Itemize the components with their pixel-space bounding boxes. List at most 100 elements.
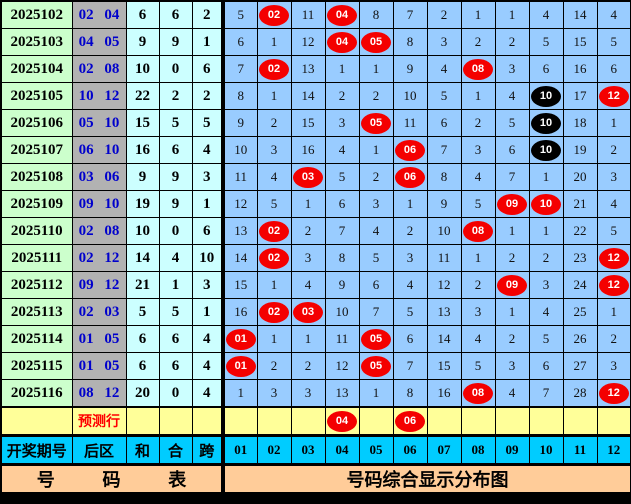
span-cell: 4 xyxy=(191,352,224,380)
number-cell: 12 xyxy=(596,271,631,299)
data-row: 2025110 02 08 10 0 6 13 02 2 7 4 2 10 08 1 1 22 5 xyxy=(0,217,631,245)
number-cell: 5 xyxy=(460,352,496,380)
number-cell: 08 xyxy=(460,379,496,408)
tail-cell: 4 xyxy=(158,244,193,272)
number-cell: 02 xyxy=(256,0,292,29)
back-zone-cell: 04 05 xyxy=(71,28,127,56)
red-hit-ball: 09 xyxy=(497,274,527,296)
header-period: 开奖期号 xyxy=(0,434,73,466)
number-cell: 1 xyxy=(256,82,292,110)
number-cell: 16 xyxy=(290,136,326,164)
number-cell: 20 xyxy=(562,163,598,191)
prediction-empty-cell xyxy=(191,406,224,436)
sum-cell: 20 xyxy=(125,379,160,408)
number-cell: 3 xyxy=(324,109,360,137)
number-cell: 5 xyxy=(256,190,292,218)
number-cell: 6 xyxy=(426,109,462,137)
number-cell: 4 xyxy=(460,163,496,191)
number-cell: 12 xyxy=(221,190,258,218)
number-cell: 1 xyxy=(358,379,394,408)
prediction-number-cell xyxy=(596,406,631,436)
tail-cell: 9 xyxy=(158,190,193,218)
number-cell: 10 xyxy=(324,298,360,326)
number-cell: 18 xyxy=(562,109,598,137)
red-hit-ball: 12 xyxy=(598,382,629,404)
number-cell: 1 xyxy=(494,298,530,326)
tail-cell: 6 xyxy=(158,325,193,353)
prediction-empty-cell xyxy=(125,406,160,436)
red-hit-ball: 12 xyxy=(598,247,629,269)
number-cell: 5 xyxy=(460,190,496,218)
back-zone-cell: 02 08 xyxy=(71,217,127,245)
number-cell: 3 xyxy=(494,352,530,380)
number-cell: 13 xyxy=(221,217,258,245)
sum-cell: 15 xyxy=(125,109,160,137)
back-zone-cell: 01 05 xyxy=(71,352,127,380)
red-hit-ball: 06 xyxy=(395,166,425,188)
back-zone-cell: 09 12 xyxy=(71,271,127,299)
red-hit-ball: 10 xyxy=(531,193,561,215)
number-cell: 09 xyxy=(494,190,530,218)
number-cell: 5 xyxy=(596,217,631,245)
period-cell: 2025105 xyxy=(0,82,73,110)
number-cell: 2 xyxy=(460,28,496,56)
number-cell: 04 xyxy=(324,28,360,56)
period-cell: 2025108 xyxy=(0,163,73,191)
number-cell: 28 xyxy=(562,379,598,408)
number-cell: 10 xyxy=(528,82,564,110)
number-cell: 22 xyxy=(562,217,598,245)
number-cell: 02 xyxy=(256,298,292,326)
red-hit-ball: 05 xyxy=(361,355,391,377)
number-cell: 4 xyxy=(596,190,631,218)
number-cell: 5 xyxy=(494,109,530,137)
black-hit-ball: 10 xyxy=(531,112,561,134)
number-cell: 11 xyxy=(392,109,428,137)
number-cell: 1 xyxy=(392,190,428,218)
number-cell: 4 xyxy=(358,217,394,245)
red-hit-ball: 08 xyxy=(463,220,493,242)
number-cell: 16 xyxy=(562,55,598,83)
period-cell: 2025110 xyxy=(0,217,73,245)
number-cell: 3 xyxy=(494,55,530,83)
number-cell: 14 xyxy=(290,82,326,110)
period-cell: 2025111 xyxy=(0,244,73,272)
red-hit-ball: 03 xyxy=(293,166,323,188)
number-cell: 1 xyxy=(256,28,292,56)
header-number: 12 xyxy=(596,434,631,466)
tail-cell: 1 xyxy=(158,271,193,299)
sum-cell: 6 xyxy=(125,0,160,29)
header-number: 07 xyxy=(426,434,462,466)
sum-cell: 19 xyxy=(125,190,160,218)
number-cell: 1 xyxy=(256,325,292,353)
number-cell: 7 xyxy=(426,136,462,164)
number-cell: 6 xyxy=(494,136,530,164)
header-number: 10 xyxy=(528,434,564,466)
red-hit-ball: 03 xyxy=(293,301,323,323)
number-cell: 03 xyxy=(290,298,326,326)
header-row: 开奖期号 后区和合跨 01 02 03 04 05 06 07 08 09 10 11 12 xyxy=(0,434,631,466)
sum-cell: 14 xyxy=(125,244,160,272)
span-cell: 1 xyxy=(191,298,224,326)
number-cell: 7 xyxy=(392,352,428,380)
sum-cell: 6 xyxy=(125,325,160,353)
span-cell: 4 xyxy=(191,136,224,164)
number-cell: 6 xyxy=(324,190,360,218)
number-cell: 2 xyxy=(528,244,564,272)
number-cell: 3 xyxy=(596,352,631,380)
sum-cell: 10 xyxy=(125,217,160,245)
number-cell: 1 xyxy=(494,0,530,29)
data-row: 2025107 06 10 16 6 4 10 3 16 4 1 06 7 3 6 10 19 2 xyxy=(0,136,631,164)
header-span: 跨 xyxy=(191,434,224,466)
prediction-empty-cell xyxy=(158,406,193,436)
prediction-number-cell xyxy=(494,406,530,436)
period-cell: 2025109 xyxy=(0,190,73,218)
header-sum: 和 xyxy=(125,434,160,466)
number-cell: 3 xyxy=(426,28,462,56)
number-cell: 11 xyxy=(290,0,326,29)
back-zone-cell: 10 12 xyxy=(71,82,127,110)
number-cell: 26 xyxy=(562,325,598,353)
number-cell: 6 xyxy=(596,55,631,83)
number-cell: 02 xyxy=(256,244,292,272)
period-cell: 2025103 xyxy=(0,28,73,56)
